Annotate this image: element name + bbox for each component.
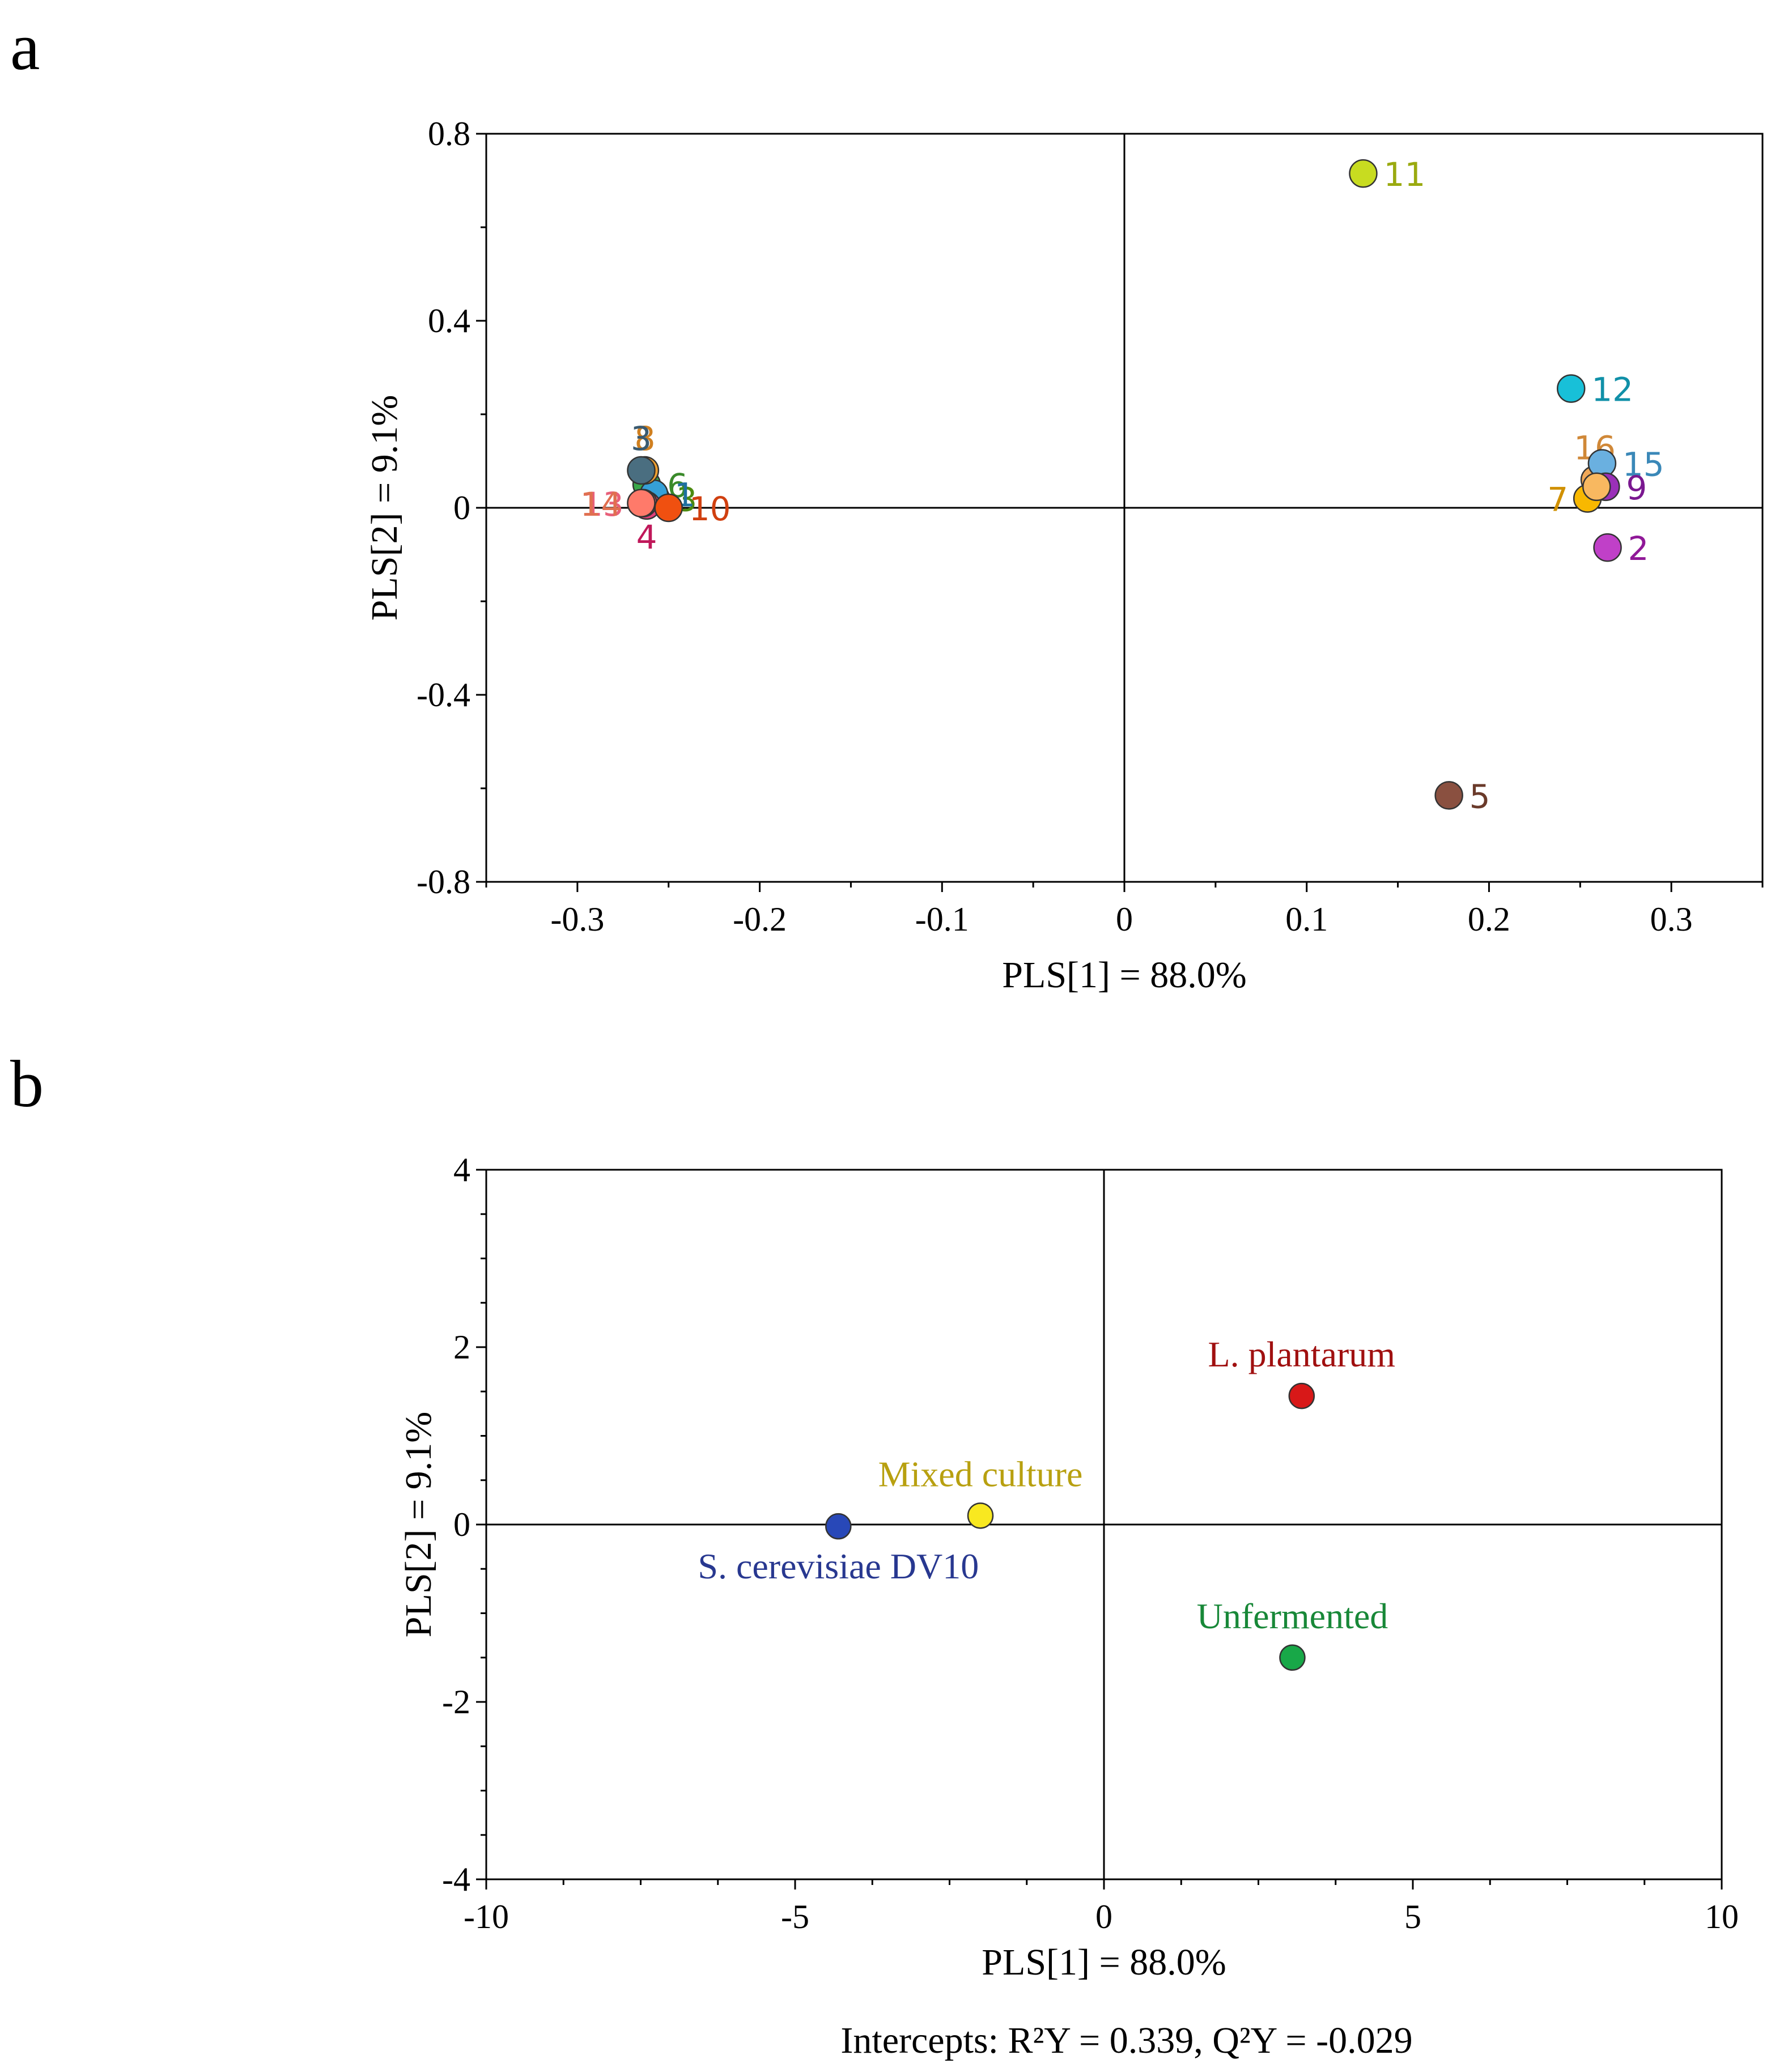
x-tick-label: 0.2: [1468, 901, 1510, 938]
y-axis-title-a: PLS[2] = 9.1%: [364, 395, 405, 621]
point-label: Mixed culture: [878, 1454, 1083, 1494]
y-tick-label: -0.8: [417, 863, 470, 901]
y-tick-label: 0: [453, 1506, 470, 1543]
points-b: L. plantarum Mixed culture S. cerevisiae D…: [698, 1334, 1396, 1671]
point-label: 7: [1547, 481, 1568, 519]
point-label: 4: [636, 518, 657, 557]
x-tick-label: -5: [781, 1898, 809, 1935]
y-tick-label: 0.4: [428, 302, 470, 339]
point-label: 2: [1628, 529, 1649, 568]
point-label: 11: [1383, 155, 1425, 194]
data-point[interactable]: [1288, 1382, 1315, 1409]
data-point[interactable]: [1349, 159, 1378, 188]
data-point[interactable]: [1593, 533, 1622, 562]
panel-letter-a: a: [10, 10, 40, 84]
data-point[interactable]: [1582, 472, 1611, 502]
x-tick-label: 5: [1404, 1898, 1421, 1935]
x-tick-label: -0.1: [915, 901, 969, 938]
axes-b: -10 -5 0 5 10 -4 -2 0 2 4: [442, 1151, 1739, 1935]
y-tick-label: -2: [442, 1683, 470, 1721]
point-label: 10: [689, 490, 731, 528]
data-point[interactable]: [627, 489, 656, 517]
data-point[interactable]: [654, 493, 683, 523]
panel-b: b -10 -5 0 5 10 -4 -2 0 2 4 L. plantarum Mixed cul…: [10, 1047, 1739, 2061]
intercepts-annotation: Intercepts: R²Y = 0.339, Q²Y = -0.029: [840, 2020, 1412, 2061]
point-label: L. plantarum: [1208, 1334, 1396, 1374]
x-tick-label: 0.3: [1650, 901, 1693, 938]
y-tick-label: -0.4: [417, 676, 470, 714]
data-point[interactable]: [627, 456, 656, 485]
axes-a: -0.3 -0.2 -0.1 0 0.1 0.2 0.3 -0.8 -0.4 0 0.4 0.8: [417, 115, 1764, 938]
y-tick-label: 4: [453, 1151, 470, 1188]
x-tick-label: -0.3: [550, 901, 604, 938]
data-point[interactable]: [1556, 374, 1586, 403]
x-tick-label: 0: [1116, 901, 1133, 938]
y-tick-label: 2: [453, 1328, 470, 1366]
point-label: 8: [634, 419, 655, 458]
x-tick-label: 0: [1095, 1898, 1112, 1935]
point-label: 3: [631, 419, 652, 458]
point-label: 13: [582, 485, 624, 524]
x-axis-title-a: PLS[1] = 88.0%: [1002, 954, 1246, 996]
x-axis-title-b: PLS[1] = 88.0%: [982, 1942, 1226, 1983]
y-tick-label: 0.8: [428, 115, 470, 152]
point-label: 14: [580, 485, 622, 524]
point-label: Unfermented: [1197, 1596, 1388, 1636]
point-label: 15: [1623, 445, 1664, 484]
x-tick-label: 0.1: [1285, 901, 1328, 938]
data-point[interactable]: [825, 1513, 852, 1540]
x-tick-label: 10: [1705, 1898, 1739, 1935]
data-point[interactable]: [1434, 781, 1463, 810]
data-point[interactable]: [1587, 449, 1617, 478]
point-label: 12: [1591, 371, 1633, 409]
data-point[interactable]: [967, 1502, 994, 1529]
x-tick-label: -10: [464, 1898, 509, 1935]
point-label: S. cerevisiae DV10: [698, 1546, 979, 1586]
point-label: 9: [1626, 469, 1647, 507]
y-tick-label: -4: [442, 1861, 470, 1898]
x-tick-label: -0.2: [733, 901, 787, 938]
panel-a: a -0.3 -0.2 -0.1 0 0.1 0.2 0.3-0.8-0.400.40.8 …: [10, 10, 1764, 996]
y-tick-label: 0: [453, 489, 470, 527]
point-label: 5: [1470, 777, 1490, 816]
y-axis-title-b: PLS[2] = 9.1%: [398, 1412, 439, 1637]
data-point[interactable]: [1279, 1644, 1306, 1671]
panel-letter-b: b: [10, 1047, 44, 1121]
